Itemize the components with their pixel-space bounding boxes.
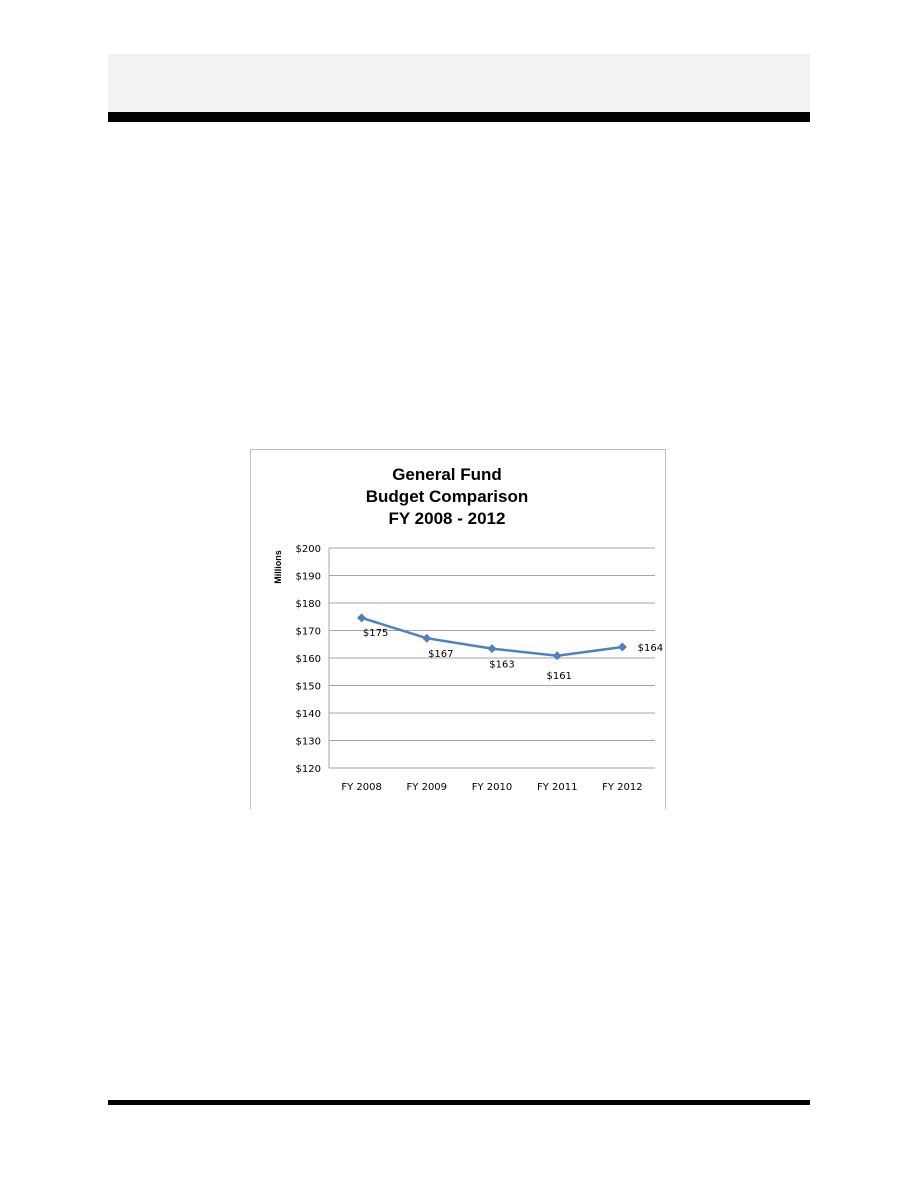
line-chart: General Fund Budget Comparison FY 2008 -…: [273, 465, 663, 793]
data-label: $175: [363, 628, 388, 639]
x-tick-label: FY 2012: [602, 782, 643, 793]
y-tick-label: $140: [296, 709, 321, 720]
y-tick-label: $200: [296, 544, 321, 555]
data-point-marker: [422, 633, 432, 643]
y-tick-label: $180: [296, 599, 321, 610]
y-tick-label: $120: [296, 764, 321, 775]
y-tick-label: $130: [296, 737, 321, 748]
series-layer: [357, 613, 627, 661]
chart-title-line-3: FY 2008 - 2012: [389, 509, 506, 528]
x-tick-label: FY 2010: [472, 782, 513, 793]
data-point-marker: [487, 644, 497, 654]
x-tick-label: FY 2008: [341, 782, 382, 793]
data-point-marker: [617, 642, 627, 652]
header-rule: [108, 112, 810, 122]
data-label: $167: [428, 649, 453, 660]
chart-container: General Fund Budget Comparison FY 2008 -…: [250, 449, 666, 809]
data-point-marker: [552, 651, 562, 661]
data-label: $163: [489, 660, 514, 671]
data-label: $164: [638, 643, 663, 654]
chart-title-line-2: Budget Comparison: [366, 487, 528, 506]
data-point-marker: [357, 613, 367, 623]
y-axis-label: Millions: [273, 550, 283, 584]
chart-title-line-1: General Fund: [392, 465, 502, 484]
y-tick-label: $170: [296, 627, 321, 638]
data-labels: $175 $167 $163 $161 $164: [363, 628, 663, 682]
grid-layer: [328, 547, 655, 769]
y-tick-labels: $120 $130 $140 $150 $160 $170 $180 $190 $200: [296, 544, 321, 775]
x-tick-label: FY 2009: [407, 782, 448, 793]
y-tick-label: $190: [296, 572, 321, 583]
x-tick-label: FY 2011: [537, 782, 578, 793]
x-tick-labels: FY 2008 FY 2009 FY 2010 FY 2011 FY 2012: [341, 782, 642, 793]
footer-rule: [108, 1100, 810, 1105]
y-tick-label: $150: [296, 682, 321, 693]
data-label: $161: [546, 671, 571, 682]
header-band: [108, 54, 810, 112]
y-tick-label: $160: [296, 654, 321, 665]
